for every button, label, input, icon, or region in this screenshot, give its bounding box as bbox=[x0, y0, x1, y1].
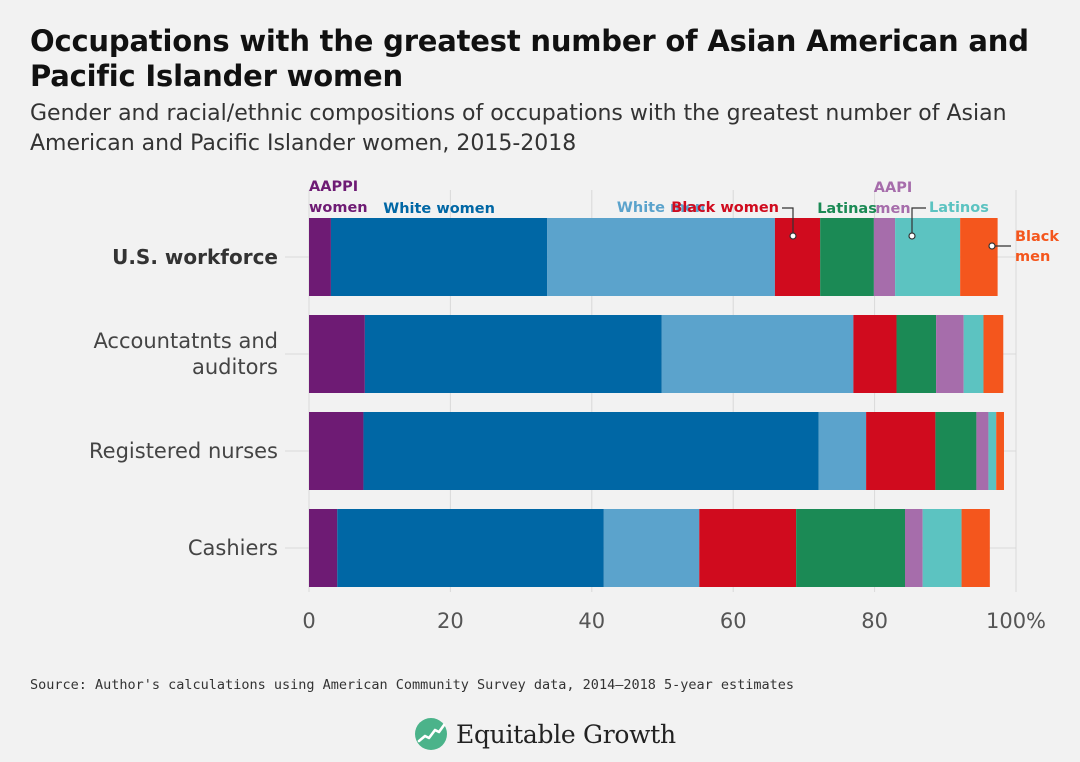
category-label: U.S. workforce bbox=[112, 245, 278, 269]
equitable-growth-logo: Equitable Growth bbox=[414, 714, 676, 754]
bar-segment bbox=[661, 315, 854, 393]
chart-subtitle: Gender and racial/ethnic compositions of… bbox=[30, 101, 1007, 156]
x-tick-label: 0 bbox=[302, 609, 315, 633]
series-label: AAPI bbox=[874, 180, 912, 196]
bar-segment bbox=[960, 218, 998, 296]
bar-segment bbox=[547, 218, 775, 296]
bar-segment bbox=[818, 412, 867, 490]
series-label: Latinos bbox=[929, 200, 989, 216]
bar-segment bbox=[337, 509, 604, 587]
category-label: Cashiers bbox=[188, 536, 278, 560]
series-label: White women bbox=[383, 201, 495, 217]
x-tick-label: 60 bbox=[720, 609, 747, 633]
bar-segment bbox=[961, 509, 990, 587]
bar-segment bbox=[996, 412, 1004, 490]
x-axis-ticks: 0 20 40 60 80 100% bbox=[302, 609, 1046, 633]
source-note: Source: Author's calculations using Amer… bbox=[30, 677, 795, 693]
bar-segment bbox=[963, 315, 984, 393]
x-tick-label: 20 bbox=[437, 609, 464, 633]
series-label: White men bbox=[617, 200, 705, 216]
series-label: men bbox=[875, 201, 910, 217]
bar-segment bbox=[820, 218, 874, 296]
bar-segment bbox=[309, 315, 365, 393]
series-label: Black women bbox=[671, 200, 779, 216]
series-label: Latinas bbox=[817, 201, 877, 217]
bars bbox=[309, 218, 1004, 587]
bar-segment bbox=[309, 509, 338, 587]
bar-segment bbox=[936, 315, 964, 393]
bar-segment bbox=[853, 315, 897, 393]
bar-segment bbox=[309, 412, 364, 490]
category-label: Accountatnts and bbox=[93, 329, 278, 353]
bar-segment bbox=[796, 509, 906, 587]
x-tick-label: 100% bbox=[986, 609, 1046, 633]
bar-segment bbox=[873, 218, 896, 296]
bar-segment bbox=[603, 509, 700, 587]
chart-title: Occupations with the greatest number of … bbox=[30, 24, 1029, 93]
bar-segment bbox=[988, 412, 997, 490]
bar-segment bbox=[774, 218, 821, 296]
bar-segment bbox=[699, 509, 797, 587]
bar-segment bbox=[905, 509, 923, 587]
bar-segment bbox=[896, 315, 937, 393]
stacked-bar-chart: 0 20 40 60 80 100% U.S. workforce Accountatnts… bbox=[89, 179, 1059, 633]
category-label: auditors bbox=[192, 355, 278, 379]
category-label: Registered nurses bbox=[89, 439, 278, 463]
bar-segment bbox=[364, 315, 662, 393]
leader-dot bbox=[908, 232, 916, 240]
logo-text: Equitable Growth bbox=[456, 719, 676, 749]
leader-dot bbox=[988, 242, 996, 250]
bar-segment bbox=[895, 218, 961, 296]
leader-line bbox=[782, 207, 794, 236]
logo-icon bbox=[415, 718, 447, 750]
bar-segment bbox=[866, 412, 936, 490]
bar-segment bbox=[983, 315, 1004, 393]
x-tick-label: 40 bbox=[578, 609, 605, 633]
bar-segment bbox=[330, 218, 548, 296]
bar-segment bbox=[309, 218, 331, 296]
bar-segment bbox=[922, 509, 962, 587]
bar-segment bbox=[935, 412, 977, 490]
series-label: men bbox=[1015, 249, 1050, 265]
leader-line bbox=[911, 207, 926, 236]
leader-dot bbox=[789, 232, 797, 240]
x-tick-label: 80 bbox=[861, 609, 888, 633]
bar-segment bbox=[363, 412, 819, 490]
series-label: women bbox=[309, 200, 368, 216]
bar-segment bbox=[976, 412, 989, 490]
series-label: Black bbox=[1015, 229, 1059, 245]
series-label: AAPPI bbox=[309, 179, 358, 195]
